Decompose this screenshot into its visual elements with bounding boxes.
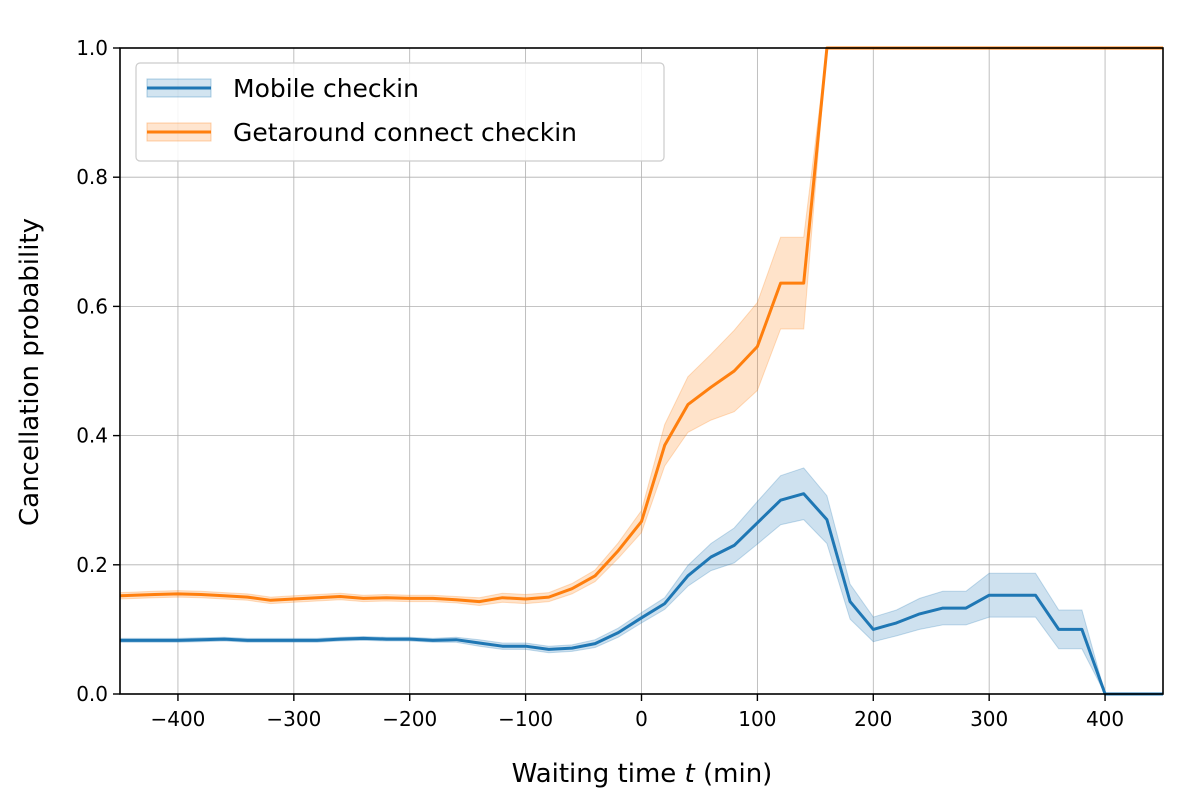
legend-item-mobile: Mobile checkin (146, 74, 419, 103)
x-tick-label: 0 (635, 707, 648, 731)
legend-label-connect: Getaround connect checkin (233, 118, 577, 147)
y-tick-label: 0.4 (76, 424, 108, 448)
y-tick-label: 1.0 (76, 36, 108, 60)
legend-label-mobile: Mobile checkin (233, 74, 419, 103)
y-axis-label: Cancellation probability (15, 218, 45, 526)
axis-ticks: −400 −300 −200 −100 0 100 200 300 400 0.0 0.2 0.4 0.… (76, 36, 1124, 731)
x-tick-label: 300 (970, 707, 1008, 731)
x-tick-label: −200 (382, 707, 437, 731)
y-tick-label: 0.2 (76, 553, 108, 577)
x-tick-label: −300 (266, 707, 321, 731)
x-tick-label: 100 (738, 707, 776, 731)
y-tick-label: 0.0 (76, 682, 108, 706)
x-axis-label: Waiting time t (min) (512, 759, 773, 789)
x-tick-label: −400 (150, 707, 205, 731)
x-tick-label: 200 (854, 707, 892, 731)
legend-item-connect: Getaround connect checkin (146, 118, 577, 147)
y-tick-label: 0.6 (76, 294, 108, 318)
x-tick-label: 400 (1086, 707, 1124, 731)
series-line-mobile-checkin (120, 492, 1163, 696)
x-tick-label: −100 (498, 707, 553, 731)
y-tick-label: 0.8 (76, 165, 108, 189)
legend: Mobile checkin Getaround connect checkin (135, 62, 665, 162)
legend-frame (135, 62, 665, 162)
